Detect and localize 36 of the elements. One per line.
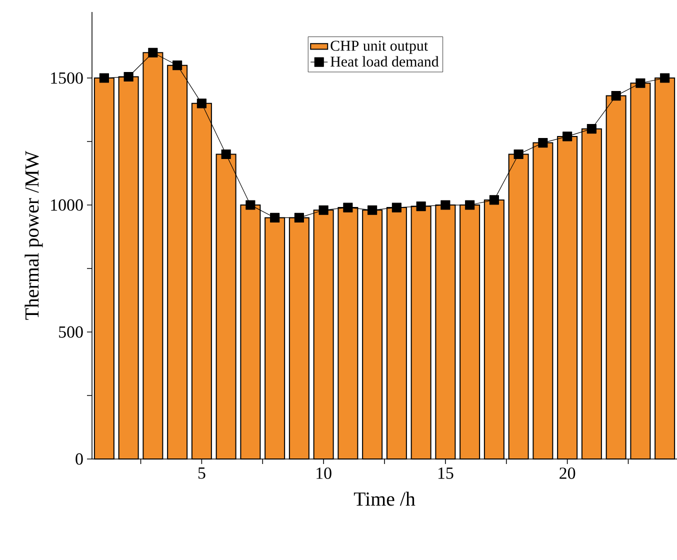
legend-label: CHP unit output [330,40,428,54]
x-tick-label: 15 [438,468,454,479]
point [172,60,182,70]
x-tick-label: 5 [198,468,206,479]
y-tick-label: 0 [76,453,83,465]
point [148,48,158,58]
point [318,205,328,215]
point [99,73,109,83]
point [514,149,524,160]
point [124,72,134,82]
point [368,205,378,215]
point [465,200,475,210]
point [246,200,256,210]
point [294,212,304,223]
point [538,138,548,148]
point [343,202,353,212]
x-axis-title: Time /h [354,492,416,506]
point [221,149,231,160]
y-tick-label: 500 [59,326,83,338]
legend-label: Heat load demand [330,56,439,67]
y-axis-title: Thermal power /MW [24,150,43,320]
point [636,78,646,88]
point [196,98,206,108]
x-tick-label: 20 [560,468,576,479]
point [392,202,402,212]
y-tick-label: 1500 [51,72,83,84]
point [562,132,572,142]
point [416,202,426,212]
point [586,124,596,134]
x-tick-label: 10 [316,468,332,479]
point [440,200,450,210]
y-tick-label: 1000 [51,199,83,211]
point [660,73,670,83]
point [489,195,499,205]
point [611,91,621,101]
point [270,212,280,223]
